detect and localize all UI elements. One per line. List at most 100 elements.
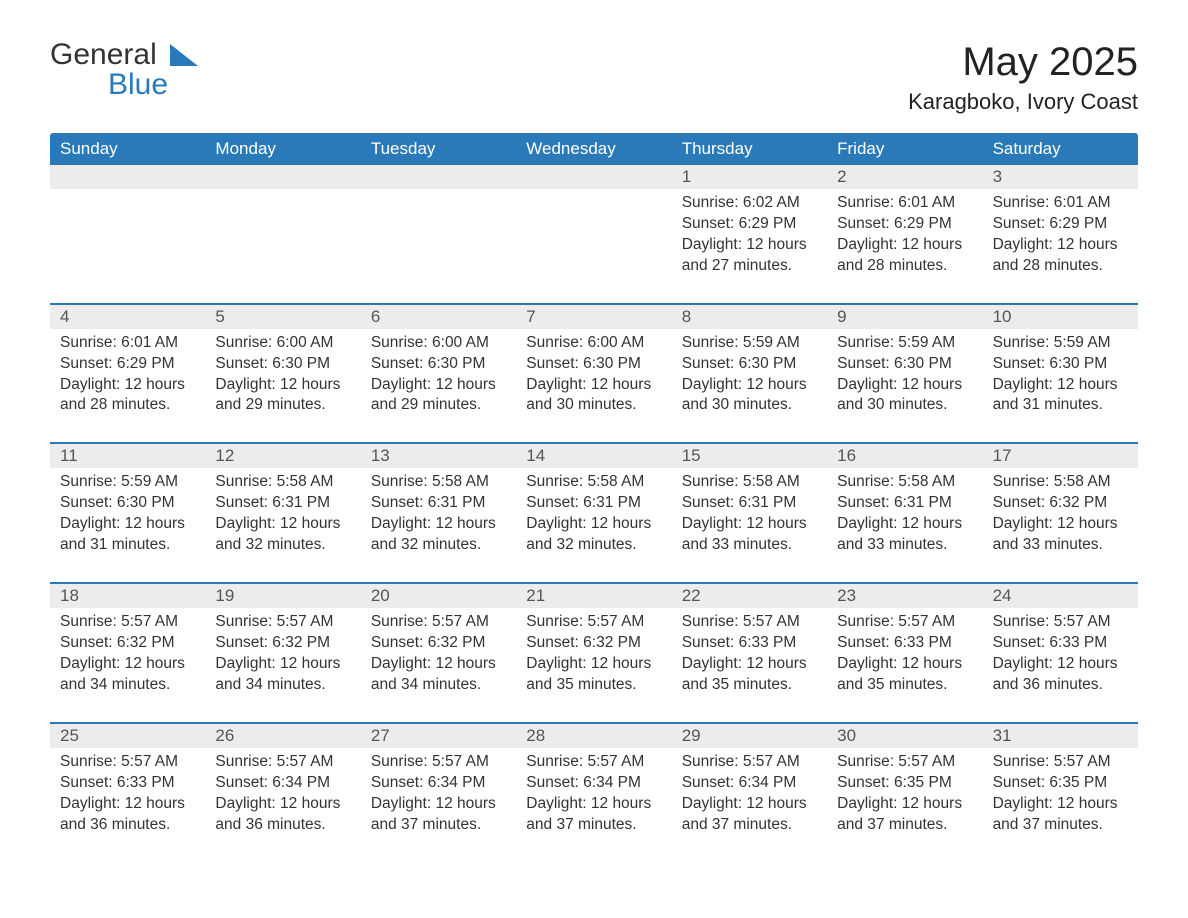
daylight-line-2: and 37 minutes. [837,815,972,836]
day-number: 9 [827,305,982,329]
daylight-line-1: Daylight: 12 hours [993,514,1128,535]
day-cell: Sunrise: 6:00 AMSunset: 6:30 PMDaylight:… [516,329,671,443]
sunrise-line: Sunrise: 6:00 AM [526,333,661,354]
day-cell: Sunrise: 6:01 AMSunset: 6:29 PMDaylight:… [827,189,982,303]
sunset-line: Sunset: 6:32 PM [60,633,195,654]
detail-row: Sunrise: 5:57 AMSunset: 6:33 PMDaylight:… [50,748,1138,862]
sunrise-line: Sunrise: 5:57 AM [993,752,1128,773]
day-cell: Sunrise: 5:57 AMSunset: 6:32 PMDaylight:… [361,608,516,722]
day-cell: Sunrise: 5:57 AMSunset: 6:34 PMDaylight:… [672,748,827,862]
sunrise-line: Sunrise: 5:57 AM [682,612,817,633]
day-cell: Sunrise: 5:57 AMSunset: 6:34 PMDaylight:… [361,748,516,862]
sunset-line: Sunset: 6:31 PM [526,493,661,514]
sunset-line: Sunset: 6:29 PM [837,214,972,235]
day-cell: Sunrise: 5:57 AMSunset: 6:33 PMDaylight:… [827,608,982,722]
sunset-line: Sunset: 6:29 PM [682,214,817,235]
sunset-line: Sunset: 6:33 PM [60,773,195,794]
day-number: 17 [983,444,1138,468]
daylight-line-1: Daylight: 12 hours [215,375,350,396]
daylight-line-1: Daylight: 12 hours [837,654,972,675]
day-cell: Sunrise: 5:57 AMSunset: 6:34 PMDaylight:… [516,748,671,862]
sunrise-line: Sunrise: 5:59 AM [60,472,195,493]
daylight-line-1: Daylight: 12 hours [526,654,661,675]
day-number: 23 [827,584,982,608]
daylight-line-2: and 35 minutes. [526,675,661,696]
day-cell: Sunrise: 5:58 AMSunset: 6:31 PMDaylight:… [516,468,671,582]
daylight-line-1: Daylight: 12 hours [60,654,195,675]
weekday-wed: Wednesday [516,133,671,165]
day-number: 6 [361,305,516,329]
calendar: Sunday Monday Tuesday Wednesday Thursday… [50,133,1138,861]
day-cell: Sunrise: 6:00 AMSunset: 6:30 PMDaylight:… [205,329,360,443]
sunset-line: Sunset: 6:31 PM [215,493,350,514]
daylight-line-2: and 35 minutes. [837,675,972,696]
weekday-sat: Saturday [983,133,1138,165]
day-number: 13 [361,444,516,468]
day-cell: Sunrise: 5:59 AMSunset: 6:30 PMDaylight:… [827,329,982,443]
day-cell: Sunrise: 5:58 AMSunset: 6:32 PMDaylight:… [983,468,1138,582]
empty-cell [205,189,360,303]
sunrise-line: Sunrise: 5:57 AM [60,752,195,773]
daylight-line-1: Daylight: 12 hours [682,375,817,396]
daylight-line-1: Daylight: 12 hours [837,514,972,535]
daynum-row: 18192021222324 [50,582,1138,608]
day-number: 18 [50,584,205,608]
day-number: 25 [50,724,205,748]
calendar-document: General Blue May 2025 Karagboko, Ivory C… [0,0,1188,891]
daylight-line-1: Daylight: 12 hours [371,794,506,815]
day-number: 3 [983,165,1138,189]
sunrise-line: Sunrise: 6:02 AM [682,193,817,214]
daynum-row: 11121314151617 [50,442,1138,468]
sunset-line: Sunset: 6:29 PM [60,354,195,375]
day-cell: Sunrise: 6:02 AMSunset: 6:29 PMDaylight:… [672,189,827,303]
daylight-line-2: and 32 minutes. [526,535,661,556]
day-number: 26 [205,724,360,748]
weekday-header: Sunday Monday Tuesday Wednesday Thursday… [50,133,1138,165]
daylight-line-1: Daylight: 12 hours [682,654,817,675]
sunset-line: Sunset: 6:34 PM [215,773,350,794]
day-number: 7 [516,305,671,329]
day-number: 30 [827,724,982,748]
logo: General Blue [50,40,198,100]
day-cell: Sunrise: 6:01 AMSunset: 6:29 PMDaylight:… [983,189,1138,303]
sunrise-line: Sunrise: 5:57 AM [837,752,972,773]
daylight-line-1: Daylight: 12 hours [837,794,972,815]
day-cell: Sunrise: 5:57 AMSunset: 6:33 PMDaylight:… [50,748,205,862]
sunrise-line: Sunrise: 6:01 AM [993,193,1128,214]
day-cell: Sunrise: 5:57 AMSunset: 6:35 PMDaylight:… [983,748,1138,862]
sunrise-line: Sunrise: 5:59 AM [993,333,1128,354]
daylight-line-1: Daylight: 12 hours [682,794,817,815]
daylight-line-1: Daylight: 12 hours [371,375,506,396]
day-number: 2 [827,165,982,189]
daylight-line-2: and 30 minutes. [682,395,817,416]
daylight-line-2: and 31 minutes. [993,395,1128,416]
daylight-line-2: and 29 minutes. [215,395,350,416]
empty-cell [361,165,516,189]
daylight-line-1: Daylight: 12 hours [682,235,817,256]
daylight-line-1: Daylight: 12 hours [526,375,661,396]
sunset-line: Sunset: 6:32 PM [993,493,1128,514]
daynum-row: 123 [50,165,1138,189]
sunrise-line: Sunrise: 5:59 AM [837,333,972,354]
daylight-line-2: and 34 minutes. [371,675,506,696]
day-number: 31 [983,724,1138,748]
day-number: 19 [205,584,360,608]
sunset-line: Sunset: 6:31 PM [682,493,817,514]
daylight-line-1: Daylight: 12 hours [215,794,350,815]
weekday-fri: Friday [827,133,982,165]
daylight-line-1: Daylight: 12 hours [371,654,506,675]
daylight-line-2: and 36 minutes. [993,675,1128,696]
daylight-line-1: Daylight: 12 hours [215,514,350,535]
daylight-line-2: and 36 minutes. [60,815,195,836]
sunrise-line: Sunrise: 5:57 AM [682,752,817,773]
sunset-line: Sunset: 6:33 PM [993,633,1128,654]
daylight-line-2: and 32 minutes. [215,535,350,556]
sunset-line: Sunset: 6:33 PM [682,633,817,654]
sunrise-line: Sunrise: 5:57 AM [215,612,350,633]
sunrise-line: Sunrise: 5:58 AM [215,472,350,493]
daylight-line-1: Daylight: 12 hours [993,375,1128,396]
sunset-line: Sunset: 6:30 PM [993,354,1128,375]
daylight-line-2: and 28 minutes. [837,256,972,277]
logo-word2: Blue [108,68,168,101]
empty-cell [50,189,205,303]
